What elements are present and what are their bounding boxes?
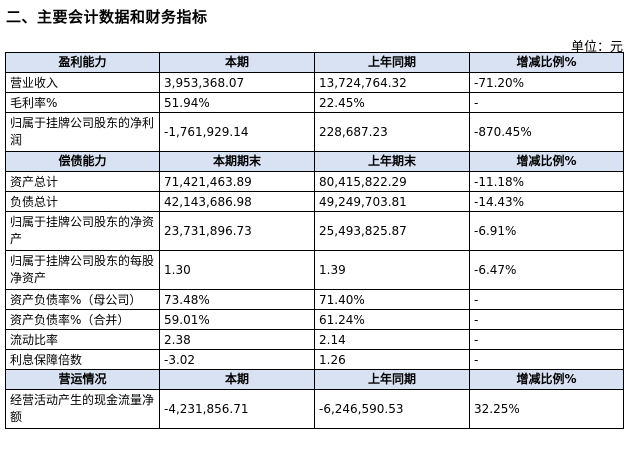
table-cell: 61.24% xyxy=(314,309,470,330)
table-cell: 22.45% xyxy=(314,92,470,113)
table-cell: -14.43% xyxy=(469,191,624,212)
header-cell: 增减比例% xyxy=(469,369,624,390)
header-cell: 增减比例% xyxy=(469,52,624,73)
table-cell: - xyxy=(469,289,624,310)
header-cell: 上年同期 xyxy=(314,369,470,390)
table-row: 经营活动产生的现金流量净额 -4,231,856.71 -6,246,590.5… xyxy=(5,389,624,429)
table-cell: 59.01% xyxy=(159,309,315,330)
table-row: 资产总计 71,421,463.89 80,415,822.29 -11.18% xyxy=(5,171,624,192)
table-cell: 51.94% xyxy=(159,92,315,113)
table-cell: -870.45% xyxy=(469,112,624,152)
table-cell: 13,724,764.32 xyxy=(314,72,470,93)
table-cell: 1.30 xyxy=(159,250,315,290)
table-cell: 71,421,463.89 xyxy=(159,171,315,192)
table-row: 利息保障倍数 -3.02 1.26 - xyxy=(5,349,624,370)
row-label: 毛利率% xyxy=(5,92,160,113)
row-label: 营业收入 xyxy=(5,72,160,93)
header-cell: 上年期末 xyxy=(314,151,470,172)
table-cell: -11.18% xyxy=(469,171,624,192)
row-label: 归属于挂牌公司股东的净利润 xyxy=(5,112,160,152)
table-cell: -71.20% xyxy=(469,72,624,93)
table-cell: -3.02 xyxy=(159,349,315,370)
table-cell: - xyxy=(469,309,624,330)
row-label: 经营活动产生的现金流量净额 xyxy=(5,389,160,429)
unit-label: 单位：元 xyxy=(570,40,623,55)
table-cell: 73.48% xyxy=(159,289,315,310)
table-cell: 80,415,822.29 xyxy=(314,171,470,192)
table-row: 资产负债率%（合并） 59.01% 61.24% - xyxy=(5,309,624,330)
header-cell: 本期 xyxy=(159,52,315,73)
table-row: 负债总计 42,143,686.98 49,249,703.81 -14.43% xyxy=(5,191,624,212)
table-cell: 71.40% xyxy=(314,289,470,310)
table-cell: 1.26 xyxy=(314,349,470,370)
table-header-row: 盈利能力 本期 上年同期 增减比例% xyxy=(5,52,624,73)
row-label: 归属于挂牌公司股东的每股净资产 xyxy=(5,250,160,290)
row-label: 负债总计 xyxy=(5,191,160,212)
header-cell: 营运情况 xyxy=(5,369,160,390)
table-row: 归属于挂牌公司股东的净利润 -1,761,929.14 228,687.23 -… xyxy=(5,112,624,152)
table-cell: 25,493,825.87 xyxy=(314,211,470,251)
table-header-row: 偿债能力 本期期末 上年期末 增减比例% xyxy=(5,151,624,172)
table-cell: 23,731,896.73 xyxy=(159,211,315,251)
table-cell: -4,231,856.71 xyxy=(159,389,315,429)
table-cell: 32.25% xyxy=(469,389,624,429)
header-cell: 本期期末 xyxy=(159,151,315,172)
table-cell: 49,249,703.81 xyxy=(314,191,470,212)
table-cell: -6.47% xyxy=(469,250,624,290)
row-label: 归属于挂牌公司股东的净资产 xyxy=(5,211,160,251)
table-cell: -6,246,590.53 xyxy=(314,389,470,429)
table-row: 流动比率 2.38 2.14 - xyxy=(5,329,624,350)
table-cell: - xyxy=(469,349,624,370)
row-label: 资产总计 xyxy=(5,171,160,192)
table-cell: 42,143,686.98 xyxy=(159,191,315,212)
table-cell: -6.91% xyxy=(469,211,624,251)
table-cell: 2.38 xyxy=(159,329,315,350)
row-label: 流动比率 xyxy=(5,329,160,350)
table-cell: - xyxy=(469,329,624,350)
table-cell: 3,953,368.07 xyxy=(159,72,315,93)
header-cell: 增减比例% xyxy=(469,151,624,172)
header-cell: 本期 xyxy=(159,369,315,390)
row-label: 资产负债率%（母公司） xyxy=(5,289,160,310)
header-cell: 盈利能力 xyxy=(5,52,160,73)
table-row: 营业收入 3,953,368.07 13,724,764.32 -71.20% xyxy=(5,72,624,93)
table-row: 资产负债率%（母公司） 73.48% 71.40% - xyxy=(5,289,624,310)
row-label: 利息保障倍数 xyxy=(5,349,160,370)
table-cell: - xyxy=(469,92,624,113)
row-label: 资产负债率%（合并） xyxy=(5,309,160,330)
table-row: 归属于挂牌公司股东的净资产 23,731,896.73 25,493,825.8… xyxy=(5,211,624,251)
header-cell: 上年同期 xyxy=(314,52,470,73)
table-cell: 1.39 xyxy=(314,250,470,290)
financial-data-table: 盈利能力 本期 上年同期 增减比例% 营业收入 3,953,368.07 13,… xyxy=(5,52,624,429)
header-cell: 偿债能力 xyxy=(5,151,160,172)
table-row: 归属于挂牌公司股东的每股净资产 1.30 1.39 -6.47% xyxy=(5,250,624,290)
table-row: 毛利率% 51.94% 22.45% - xyxy=(5,92,624,113)
table-cell: 228,687.23 xyxy=(314,112,470,152)
table-header-row: 营运情况 本期 上年同期 增减比例% xyxy=(5,369,624,390)
table-cell: -1,761,929.14 xyxy=(159,112,315,152)
section-heading: 二、主要会计数据和财务指标 xyxy=(6,8,208,26)
table-cell: 2.14 xyxy=(314,329,470,350)
